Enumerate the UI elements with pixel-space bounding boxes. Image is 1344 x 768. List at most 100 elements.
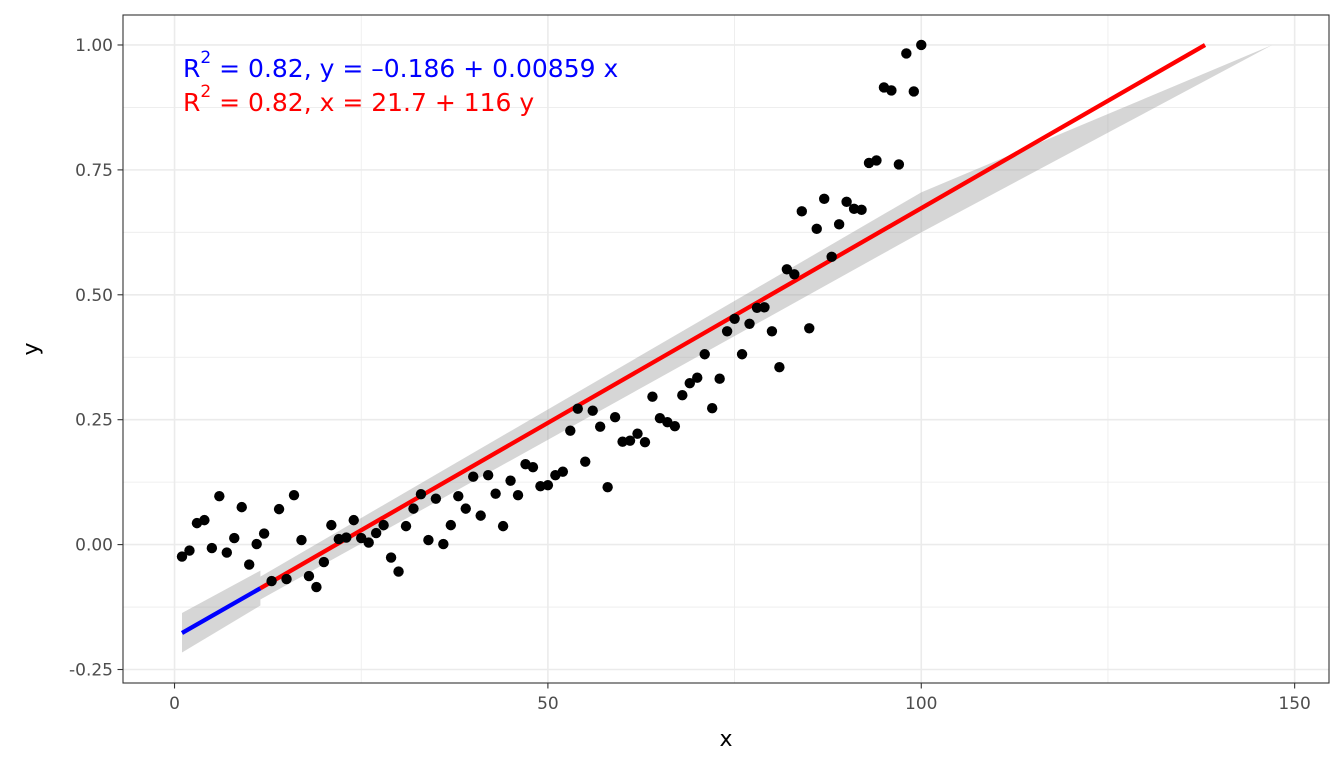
data-point: [206, 542, 218, 554]
data-point: [841, 196, 852, 208]
data-point: [677, 390, 688, 401]
data-point: [288, 489, 300, 501]
data-point: [565, 425, 576, 436]
data-point: [385, 552, 397, 563]
data-point: [378, 519, 389, 531]
data-point: [766, 326, 778, 337]
data-point: [221, 547, 232, 558]
data-point: [908, 86, 920, 97]
data-point: [632, 428, 643, 439]
data-point: [871, 155, 882, 166]
data-point: [602, 481, 613, 493]
data-point: [736, 349, 748, 360]
data-point: [266, 575, 277, 587]
data-point: [236, 501, 247, 513]
equation-body: = 0.82, y = –0.186 + 0.00859 x: [211, 54, 618, 83]
data-point: [505, 475, 516, 486]
data-point: [774, 362, 785, 373]
data-point: [796, 206, 807, 217]
data-point: [475, 510, 486, 521]
data-point: [296, 534, 307, 546]
data-point: [199, 514, 210, 526]
equation-body: = 0.82, x = 21.7 + 116 y: [211, 88, 534, 117]
data-point: [497, 520, 509, 532]
x-axis-title: x: [719, 727, 732, 752]
data-point: [363, 537, 374, 548]
data-point: [721, 326, 733, 337]
data-point: [460, 503, 471, 514]
data-point: [587, 405, 598, 416]
data-point: [303, 570, 315, 582]
data-point: [258, 528, 270, 539]
data-point: [811, 223, 822, 235]
data-point: [430, 493, 442, 504]
equation-r: R: [183, 54, 200, 83]
data-point: [692, 372, 703, 383]
x-tick-label: 0: [169, 694, 180, 714]
y-tick-label: 0.00: [75, 536, 113, 556]
data-point: [438, 538, 449, 550]
axes: 0 50 100 150 -0.25 0.00 0.25 0.50 0.75 1.00: [69, 36, 1311, 714]
data-point: [572, 403, 583, 414]
data-point: [423, 534, 434, 546]
data-point: [624, 435, 636, 446]
equation-label: R2 = 0.82, y = –0.186 + 0.00859 x: [183, 48, 618, 83]
data-points: [176, 39, 927, 593]
grid-lines: [123, 15, 1329, 683]
data-point: [744, 318, 755, 329]
data-point: [557, 466, 569, 477]
data-point: [833, 219, 845, 230]
x-tick-label: 150: [1278, 694, 1310, 714]
data-point: [527, 461, 539, 473]
data-point: [684, 378, 695, 389]
data-point: [453, 490, 464, 502]
data-point: [348, 514, 359, 526]
data-point: [408, 503, 419, 514]
equation-annotations: R2 = 0.82, y = –0.186 + 0.00859 xR2 = 0.…: [183, 48, 618, 117]
data-point: [729, 313, 740, 324]
data-point: [781, 264, 793, 275]
data-point: [281, 573, 292, 585]
data-point: [669, 420, 681, 432]
data-point: [804, 323, 815, 334]
data-point: [542, 479, 554, 491]
data-point: [639, 436, 651, 448]
data-point: [214, 490, 225, 502]
y-tick-label: 1.00: [75, 36, 113, 56]
data-point: [341, 532, 352, 543]
data-point: [647, 391, 658, 402]
equation-superscript: 2: [200, 48, 211, 68]
data-point: [751, 302, 763, 313]
data-point: [714, 373, 725, 384]
data-point: [916, 39, 927, 51]
data-point: [893, 159, 905, 170]
data-point: [176, 551, 188, 562]
data-point: [759, 302, 770, 313]
panel-border: [122, 14, 1330, 684]
y-tick-label: -0.25: [69, 661, 113, 681]
regression-line-y-on-x: [180, 586, 262, 635]
equation-superscript: 2: [200, 82, 211, 102]
y-tick-label: 0.50: [75, 286, 113, 306]
data-point: [400, 520, 412, 532]
data-point: [580, 456, 591, 467]
data-point: [311, 581, 322, 593]
data-point: [856, 204, 867, 216]
data-point: [415, 488, 427, 500]
data-point: [594, 421, 606, 432]
x-tick-label: 100: [905, 694, 937, 714]
x-tick-label: 50: [537, 694, 559, 714]
data-point: [251, 538, 262, 550]
data-point: [886, 85, 897, 96]
data-point: [699, 349, 710, 360]
data-point: [490, 488, 501, 499]
data-point: [468, 471, 479, 482]
data-point: [244, 559, 255, 570]
y-tick-label: 0.25: [75, 411, 113, 431]
data-point: [184, 545, 195, 556]
data-point: [901, 48, 912, 59]
data-point: [609, 411, 621, 423]
data-point: [706, 403, 718, 414]
data-point: [370, 527, 382, 539]
